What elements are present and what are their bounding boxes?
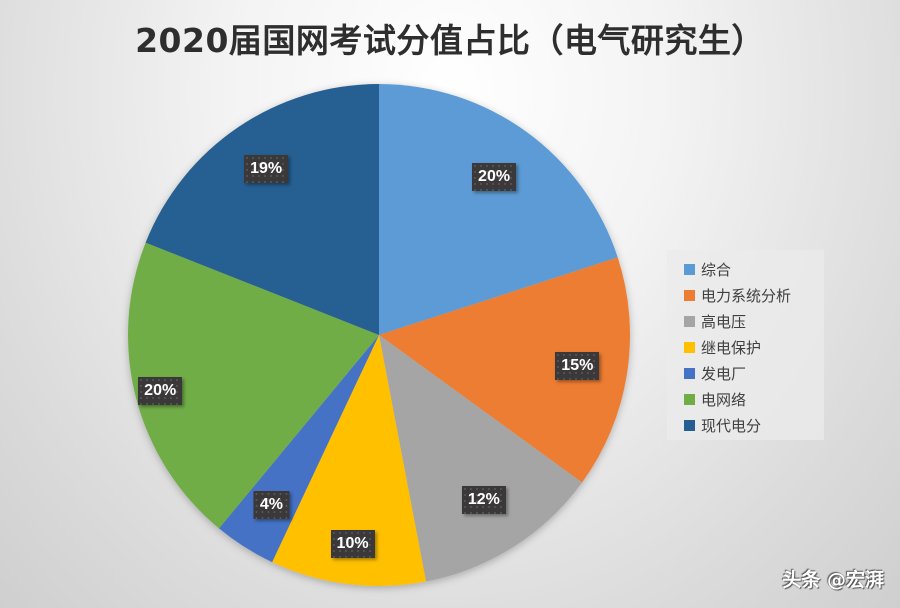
legend-swatch-icon xyxy=(684,341,695,353)
data-label: 15% xyxy=(555,352,600,381)
pie-slice-4 xyxy=(272,335,427,586)
data-label: 20% xyxy=(472,162,517,191)
pie-slice-6 xyxy=(128,242,379,529)
legend-item: 电网络 xyxy=(667,386,824,412)
legend-item: 继电保护 xyxy=(667,334,824,360)
legend-label: 综合 xyxy=(701,260,732,279)
data-label: 19% xyxy=(244,154,289,183)
pie-slice-3 xyxy=(379,335,583,582)
legend-label: 继电保护 xyxy=(701,338,762,357)
data-label: 12% xyxy=(461,486,506,515)
pie-slice-7 xyxy=(145,84,379,335)
legend-item: 综合 xyxy=(667,256,824,282)
legend-item: 高电压 xyxy=(667,308,824,334)
legend-swatch-icon xyxy=(684,289,695,301)
data-label: 20% xyxy=(138,377,183,406)
legend: 综合电力系统分析 高电压继电保护发电厂电网络现代电分 xyxy=(667,250,824,440)
chart-title: 2020届国网考试分值占比（电气研究生） xyxy=(135,21,765,60)
data-label: 4% xyxy=(253,490,289,519)
legend-label: 发电厂 xyxy=(701,364,747,383)
data-label: 10% xyxy=(330,530,375,559)
watermark: 头条 @宏湃 xyxy=(782,569,884,591)
legend-item: 现代电分 xyxy=(667,412,824,438)
legend-item: 电力系统分析 xyxy=(667,282,824,308)
legend-item: 发电厂 xyxy=(667,360,824,386)
legend-swatch-icon xyxy=(684,419,695,431)
legend-label: 电网络 xyxy=(701,390,747,409)
pie-slice-2 xyxy=(379,257,630,483)
legend-label: 现代电分 xyxy=(701,416,762,435)
legend-label: 高电压 xyxy=(701,312,747,331)
pie-slice-1 xyxy=(379,84,618,335)
legend-swatch-icon xyxy=(684,315,695,327)
legend-swatch-icon xyxy=(684,393,695,405)
legend-swatch-icon xyxy=(684,367,695,379)
legend-label: 电力系统分析 xyxy=(701,286,792,305)
legend-swatch-icon xyxy=(684,263,695,275)
